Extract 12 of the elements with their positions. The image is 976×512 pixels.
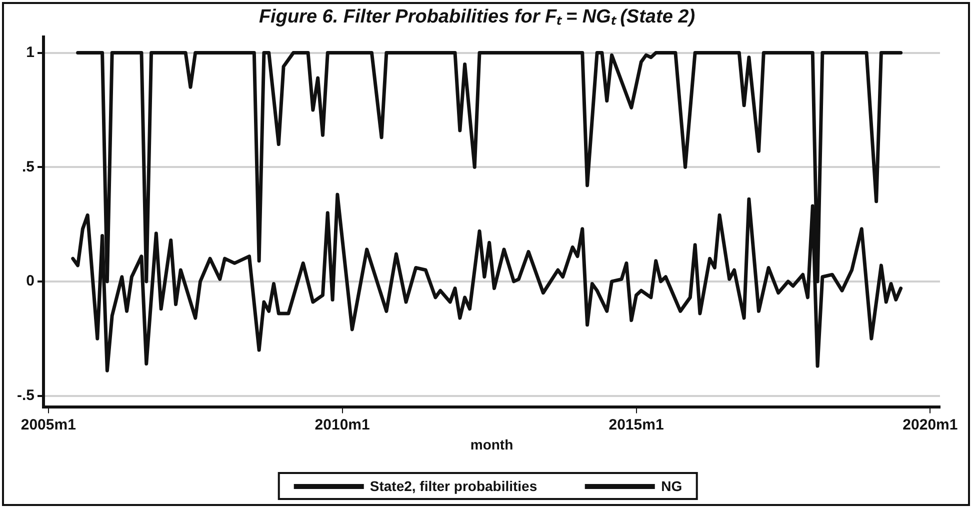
x-tick-label: 2020m1 (902, 416, 958, 434)
y-tick-label: 0 (26, 272, 35, 290)
y-tick-label: .5 (22, 158, 35, 176)
x-axis-title: month (470, 436, 514, 452)
chart-title: Figure 6. Filter Probabilities for Fₜ = NGₜ (State 2) (258, 6, 696, 28)
x-tick-label: 2015m1 (608, 416, 664, 434)
y-tick-label: 1 (26, 44, 35, 61)
legend-label: NG (661, 478, 682, 494)
x-tick-label: 2005m1 (20, 416, 76, 434)
x-tick-label: 2010m1 (314, 416, 370, 434)
legend-label: State2, filter probabilities (370, 478, 538, 494)
y-tick-label: -.5 (16, 386, 35, 404)
